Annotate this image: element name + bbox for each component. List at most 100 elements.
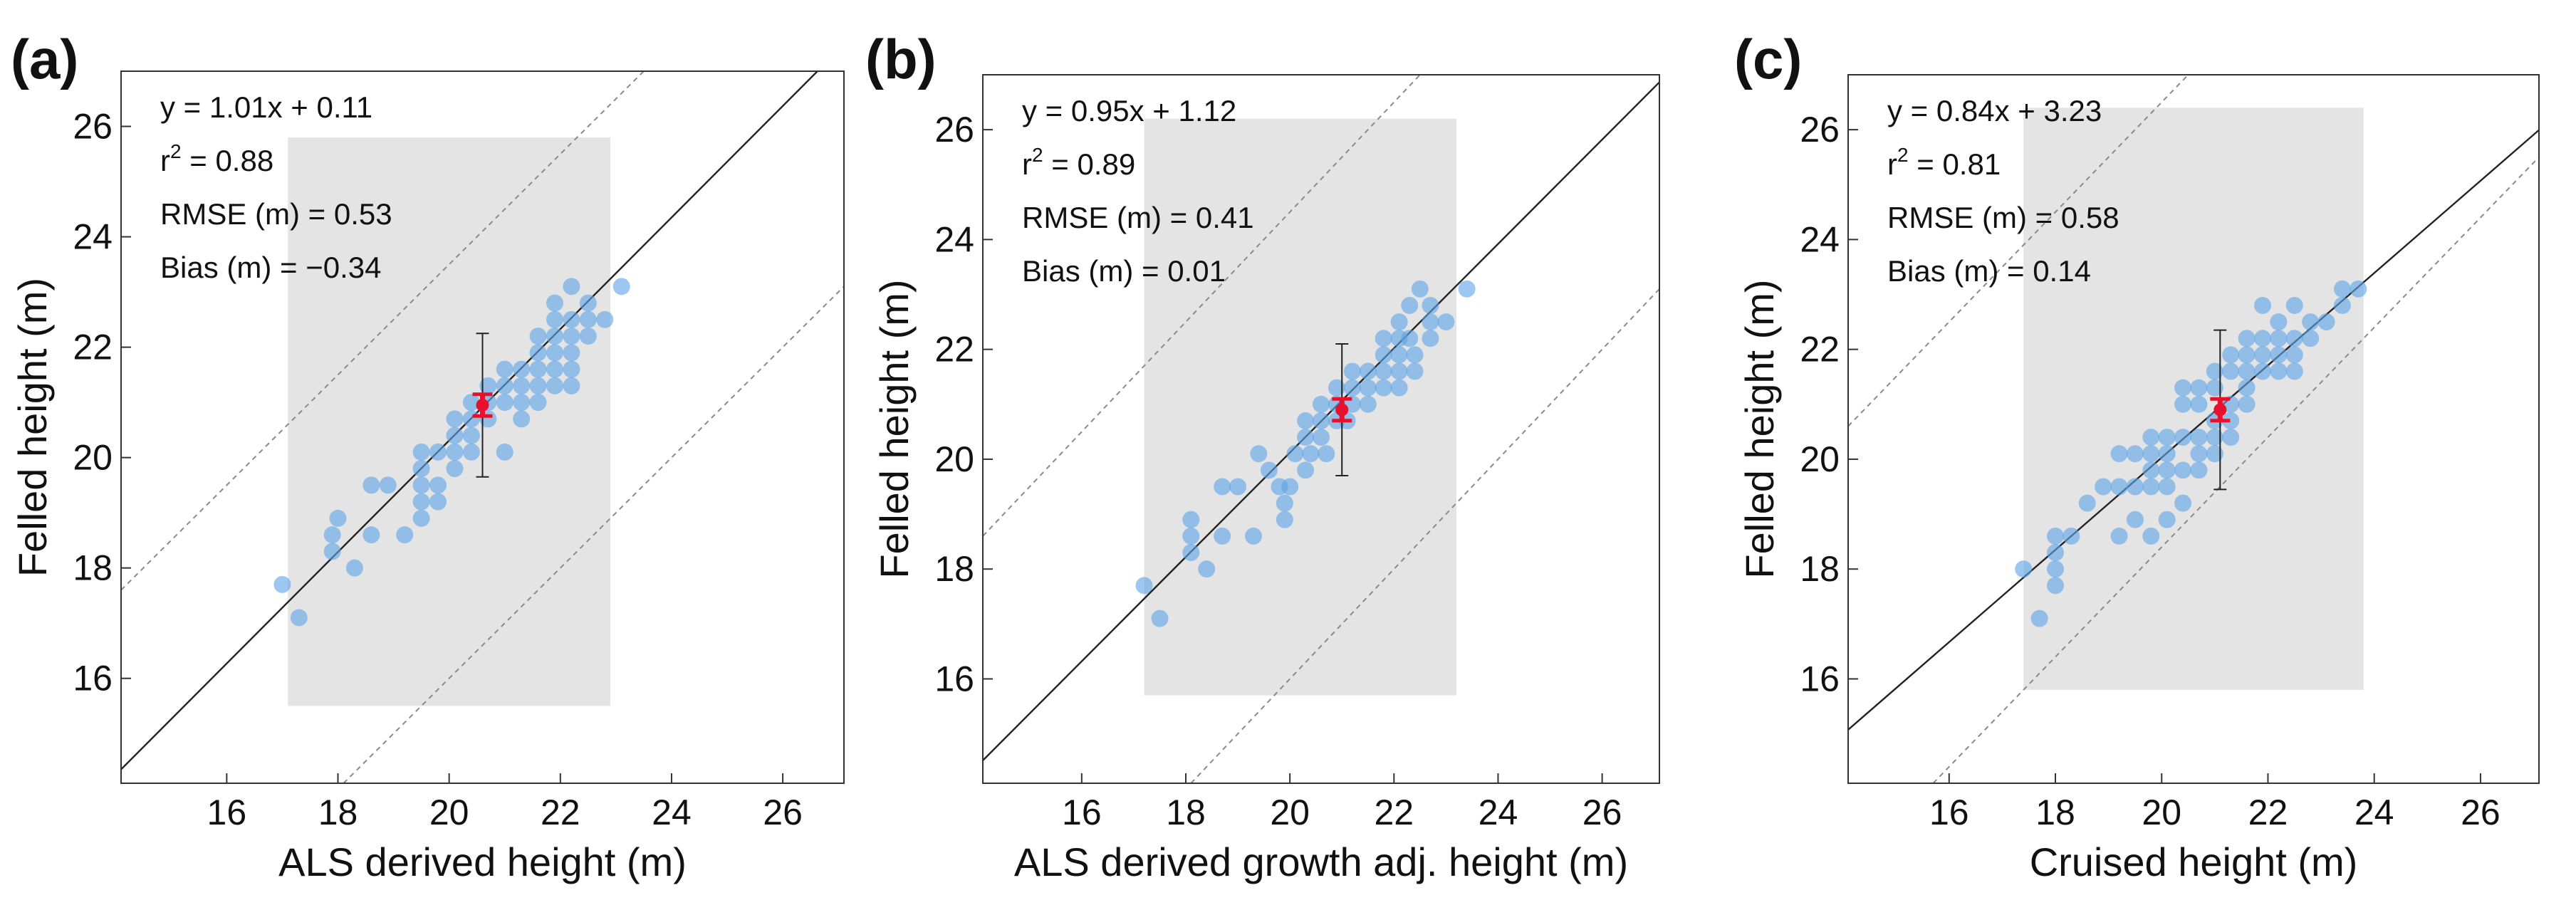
data-point [529, 328, 547, 345]
data-point [2270, 313, 2288, 331]
data-point [2126, 445, 2144, 463]
data-points [273, 278, 630, 627]
data-point [496, 360, 513, 378]
r-squared-superscript: 2 [1897, 144, 1909, 166]
data-point [412, 493, 430, 511]
data-point [323, 526, 341, 544]
data-point [2126, 478, 2144, 496]
data-point [2238, 395, 2256, 413]
x-tick-label: 18 [1166, 792, 1206, 832]
panel-label: (a) [11, 28, 78, 90]
r-squared: r2 = 0.81 [1887, 144, 2001, 181]
data-point [429, 476, 447, 494]
y-tick-label: 18 [934, 549, 974, 589]
y-tick-label: 26 [1800, 110, 1840, 150]
data-point [1343, 379, 1361, 397]
data-point [1406, 362, 1424, 380]
data-point [2158, 478, 2176, 496]
data-point [1458, 280, 1476, 298]
regression-equation: y = 0.84x + 3.23 [1887, 94, 2102, 127]
data-point [513, 410, 531, 428]
data-point [612, 278, 630, 295]
data-point [2333, 296, 2351, 314]
y-tick-label: 20 [73, 438, 113, 478]
data-point [546, 377, 563, 394]
data-point [2158, 429, 2176, 446]
data-point [2047, 544, 2064, 562]
y-tick-label: 20 [934, 439, 974, 479]
data-point [2222, 429, 2240, 446]
data-point [529, 394, 547, 412]
data-point [1406, 346, 1424, 364]
data-point [2285, 346, 2303, 364]
data-point [546, 310, 563, 328]
data-point [329, 509, 347, 527]
data-point [1375, 362, 1392, 380]
data-point [496, 394, 513, 412]
regression-equation: y = 0.95x + 1.12 [1022, 94, 1236, 127]
data-point [2270, 346, 2288, 364]
data-point [1313, 395, 1330, 413]
y-tick-label: 20 [1800, 439, 1840, 479]
data-point [323, 543, 341, 560]
lower-bound-line [343, 286, 844, 783]
y-tick-label: 16 [934, 659, 974, 699]
data-point [2015, 560, 2033, 578]
data-point [446, 443, 464, 461]
data-point [2254, 330, 2271, 347]
x-tick-label: 16 [1062, 792, 1102, 832]
r-squared-superscript: 2 [1032, 144, 1043, 166]
r-squared-symbol: r [1887, 147, 1897, 181]
data-point [1214, 527, 1231, 545]
data-point [1328, 379, 1345, 397]
data-point [412, 509, 430, 527]
data-point [345, 559, 363, 577]
data-point [379, 476, 397, 494]
x-tick-label: 24 [1479, 792, 1518, 832]
lower-bound-line [1932, 157, 2539, 783]
data-point [290, 609, 308, 627]
data-point [1276, 511, 1293, 528]
y-axis-title: Felled height (m) [872, 279, 917, 578]
data-point [2110, 445, 2128, 463]
data-point [2270, 330, 2288, 347]
data-point [1390, 346, 1408, 364]
data-point [563, 344, 580, 362]
data-point [1302, 445, 1320, 463]
data-point [1182, 544, 1200, 562]
data-point [429, 443, 447, 461]
data-point [2238, 362, 2256, 380]
data-point [546, 328, 563, 345]
data-point [1343, 362, 1361, 380]
data-point [563, 310, 580, 328]
data-point [2190, 445, 2208, 463]
data-point [2302, 313, 2320, 331]
data-point [546, 360, 563, 378]
data-points [2015, 280, 2367, 627]
y-axis-title: Felled height (m) [1737, 279, 1782, 578]
data-point [2238, 379, 2256, 397]
lower-bound-line [1190, 288, 1659, 783]
y-tick-label: 16 [73, 659, 113, 699]
data-point [1245, 527, 1262, 545]
r-squared-superscript: 2 [170, 140, 182, 162]
data-point [412, 460, 430, 478]
y-tick-label: 24 [934, 219, 974, 259]
data-point [2206, 379, 2223, 397]
data-point [1260, 461, 1278, 479]
y-tick-label: 22 [1800, 330, 1840, 370]
plot-frame [982, 74, 1660, 784]
data-point [513, 394, 531, 412]
data-point [563, 377, 580, 394]
x-tick-label: 20 [2142, 792, 2181, 832]
data-point [2238, 346, 2256, 364]
data-point [2206, 362, 2223, 380]
mean-point [1335, 403, 1349, 417]
data-point [2190, 429, 2208, 446]
data-point [462, 394, 480, 412]
data-point [2206, 445, 2223, 463]
data-point [2317, 313, 2335, 331]
data-point [513, 377, 531, 394]
data-point [2285, 362, 2303, 380]
